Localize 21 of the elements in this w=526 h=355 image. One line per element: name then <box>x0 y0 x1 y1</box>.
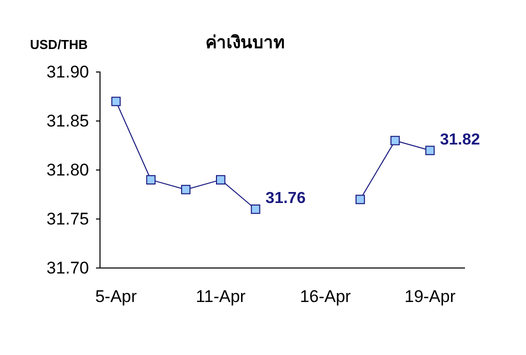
point <box>425 146 435 156</box>
point <box>356 194 365 204</box>
point <box>390 136 400 146</box>
point <box>146 175 156 184</box>
y-tick-label: 31.80 <box>46 160 89 180</box>
x-tick-label: 5-Apr <box>95 287 138 306</box>
y-tick-label: 31.75 <box>46 209 89 228</box>
y-axis-title: USD/THB <box>30 37 88 52</box>
y-tick-label: 31.90 <box>46 62 89 82</box>
point <box>216 175 226 184</box>
point <box>111 96 121 106</box>
y-tick-label: 31.70 <box>46 258 89 278</box>
y-tick-label: 31.85 <box>46 111 89 130</box>
x-tick-label: 11-Apr <box>196 287 246 306</box>
data-label: 31.82 <box>440 131 480 148</box>
data-label: 31.76 <box>266 190 306 208</box>
x-tick-label: 19-Apr <box>404 287 456 306</box>
point <box>250 204 260 214</box>
chart-title: ค่าเงินบาท <box>206 33 284 52</box>
point <box>181 184 190 194</box>
x-tick-label: 16-Apr <box>300 287 352 306</box>
